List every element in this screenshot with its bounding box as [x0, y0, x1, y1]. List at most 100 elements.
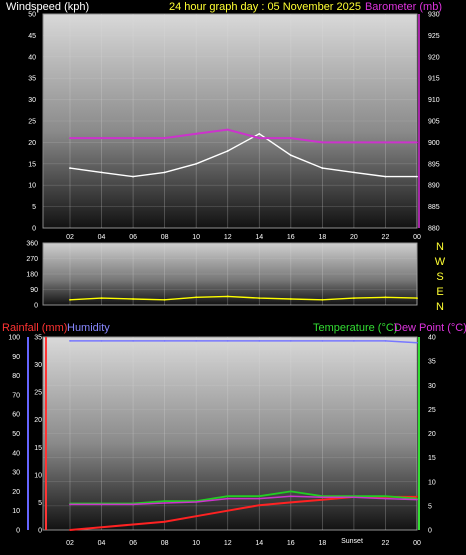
windspeed-line-point [69, 167, 71, 169]
direction-line-point [100, 297, 103, 300]
dewpoint-line-point [100, 503, 103, 506]
dewpoint-line-point [195, 501, 198, 503]
dewpoint-line [70, 495, 418, 506]
baro-y-tick: 920 [428, 54, 440, 61]
humidity-line-point [353, 339, 355, 342]
wind-y-tick: 10 [28, 183, 36, 190]
windspeed-line-point [321, 167, 324, 169]
humidity-line-point [163, 339, 166, 342]
direction-panel [42, 242, 418, 306]
windspeed-line-point [226, 150, 229, 152]
rainfall-line-point [69, 529, 71, 531]
x-tick-label: 04 [98, 540, 106, 547]
dewpoint-line-point [226, 497, 229, 500]
humidity-line-point [258, 339, 261, 342]
humidity-y-tick: 10 [12, 508, 20, 515]
dewpoint-line-point [384, 497, 387, 500]
barometer-line-point [321, 141, 324, 144]
temp-y-tick: 5 [428, 503, 432, 510]
direction-line-point [69, 298, 71, 301]
dir-y-tick: 90 [30, 287, 38, 294]
windspeed-line [69, 132, 417, 178]
dir-y-tick: 0 [34, 303, 38, 310]
humidity-line-point [321, 339, 324, 342]
barometer-line-point [289, 137, 292, 140]
humidity-line-point [226, 339, 229, 342]
wind-y-tick: 45 [28, 33, 36, 40]
humidity-y-tick: 30 [12, 470, 20, 477]
baro-y-tick: 930 [428, 12, 440, 19]
rainfall-line-point [100, 526, 103, 529]
wind-series [69, 128, 418, 178]
dir-y-tick: 360 [26, 241, 38, 248]
axis-ticks: 02 04 06 08 10 12 14 16 18 20 22 000510152025303540… [8, 12, 439, 548]
humidity-y-tick: 40 [12, 450, 20, 457]
direction-line [69, 295, 418, 301]
humidity-y-tick: 90 [12, 354, 20, 361]
rain-y-tick: 20 [34, 417, 42, 424]
temperature-line-point [289, 490, 292, 493]
humidity-y-tick: 60 [12, 412, 20, 419]
x-tick-label: 18 [318, 234, 326, 241]
wind-y-tick: 25 [28, 119, 36, 126]
rainfall-line-point [321, 498, 324, 501]
temperature-line-point [226, 495, 229, 498]
temperature-line [70, 490, 418, 505]
rainfall-axis-title: Rainfall (mm) [2, 322, 67, 334]
wind-y-tick: 5 [32, 204, 36, 211]
dewpoint-line-point [416, 498, 418, 501]
humidity-y-tick: 20 [12, 489, 20, 496]
graph-title: 24 hour graph day : 05 November 2025 [169, 1, 361, 13]
windspeed-line-point [353, 171, 355, 174]
humidity-y-tick: 80 [12, 373, 20, 380]
x-tick-label: 14 [255, 540, 263, 547]
compass-letter: S [436, 271, 443, 283]
x-tick-label: 08 [161, 234, 169, 241]
barometer-line-point [132, 137, 134, 140]
humidity-line [70, 340, 418, 344]
direction-line-point [289, 298, 292, 300]
windspeed-axis-title: Windspeed (kph) [6, 1, 89, 13]
x-tick-label: 12 [224, 234, 232, 241]
temperature-line-point [163, 500, 166, 502]
x-tick-label: 22 [382, 540, 390, 547]
temperature-series [69, 339, 418, 531]
dewpoint-line-point [289, 495, 292, 498]
wind-grid [43, 13, 418, 229]
rainfall-line-point [416, 496, 418, 498]
barometer-line-point [100, 137, 103, 140]
humidity-line-point [100, 339, 103, 342]
x-tick-label: 16 [287, 540, 295, 547]
temp-y-tick: 35 [428, 359, 436, 366]
barometer-line-point [416, 141, 418, 144]
baro-y-tick: 905 [428, 119, 440, 126]
direction-line-point [384, 296, 387, 299]
humidity-line-point [384, 339, 387, 342]
wind-y-tick: 20 [28, 140, 36, 147]
humidity-line-point [195, 339, 198, 342]
direction-line-point [321, 298, 324, 301]
rainfall-line-point [195, 515, 198, 518]
barometer-line-point [163, 137, 166, 140]
baro-y-tick: 880 [428, 226, 440, 233]
baro-y-tick: 910 [428, 97, 440, 104]
baro-y-tick: 900 [428, 140, 440, 147]
windspeed-line-point [163, 171, 166, 174]
humidity-y-tick: 70 [12, 392, 20, 399]
windspeed-line-point [132, 175, 134, 178]
x-tick-label: 10 [192, 540, 200, 547]
wind-y-tick: 40 [28, 54, 36, 61]
dir-y-tick: 180 [26, 272, 38, 279]
windspeed-line-point [100, 171, 103, 174]
wind-y-tick: 0 [32, 226, 36, 233]
dewpoint-axis-title: Dew Point (°C) [394, 322, 466, 334]
barometer-line-point [195, 132, 198, 135]
dir-y-tick: 270 [26, 256, 38, 263]
direction-line-point [132, 298, 134, 300]
compass-letter: N [436, 241, 444, 253]
sunset-label: Sunset [341, 538, 363, 545]
x-tick-label: 04 [98, 234, 106, 241]
rain-y-tick: 25 [34, 390, 42, 397]
humidity-y-tick: 50 [12, 431, 20, 438]
